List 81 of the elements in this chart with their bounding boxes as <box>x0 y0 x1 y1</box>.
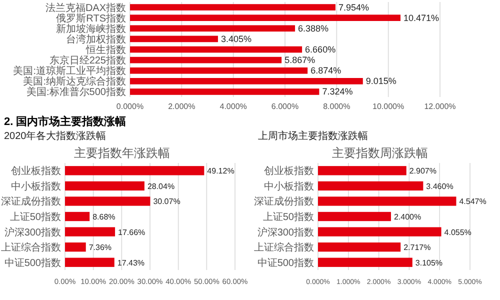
bar <box>130 78 363 84</box>
bar <box>65 258 114 267</box>
y-tick-label: 上证50指数 <box>262 211 314 223</box>
data-label: 5.867% <box>284 55 316 66</box>
data-label: 7.36% <box>88 243 112 252</box>
data-label: 6.388% <box>298 23 329 34</box>
y-tick-label: 恒生指数 <box>85 44 126 56</box>
data-label: 30.07% <box>153 197 180 206</box>
data-label: 6.660% <box>305 44 336 54</box>
x-tick-label: 12.000% <box>424 102 456 111</box>
chart-title: 主要指数周涨跌幅 <box>332 146 428 160</box>
bar <box>130 46 302 53</box>
y-tick-label: 美国:道琼斯工业平均指数 <box>13 65 126 78</box>
bar <box>130 4 336 10</box>
data-label: 2.907% <box>409 166 437 176</box>
text: 2. 国内市场主要指数涨幅 <box>4 115 126 128</box>
data-label: 7.324% <box>322 86 353 97</box>
data-label: 7.954% <box>338 2 370 12</box>
data-label: 49.12% <box>207 166 234 176</box>
data-label: 6.874% <box>310 66 342 76</box>
y-tick-label: 俄罗斯RTS指数 <box>56 12 126 24</box>
y-tick-label: 深证成份指数 <box>1 196 61 208</box>
data-label: 3.405% <box>220 34 252 44</box>
bar <box>65 196 150 206</box>
x-tick-label: 10.000% <box>372 102 404 111</box>
y-tick-label: 创业板指数 <box>11 165 61 178</box>
x-tick-label: 2.000% <box>168 102 196 111</box>
y-tick-label: 美国:标准普尔500指数 <box>26 86 126 98</box>
data-label: 4.055% <box>444 228 472 237</box>
bar <box>65 212 90 222</box>
y-tick-label: 深证成份指数 <box>254 196 314 208</box>
y-tick-label: 上证综合指数 <box>1 242 61 254</box>
y-tick-label: 上证50指数 <box>10 211 61 223</box>
bar <box>318 196 456 206</box>
bar <box>65 181 144 191</box>
data-label: 3.105% <box>415 258 443 268</box>
y-tick-label: 法兰克福DAX指数 <box>45 2 126 14</box>
y-tick-label: 沪深300指数 <box>257 226 314 238</box>
y-tick-label: 中小板指数 <box>11 180 61 192</box>
data-label: 28.04% <box>147 182 175 191</box>
x-tick-label: 0.000% <box>116 102 144 111</box>
data-label: 2.400% <box>394 212 422 222</box>
data-label: 17.43% <box>117 258 145 268</box>
y-tick-label: 美国:纳斯达克综合指数 <box>23 76 126 88</box>
bar <box>130 36 218 42</box>
data-label: 17.66% <box>118 228 146 237</box>
y-tick-label: 中证500指数 <box>4 256 61 269</box>
y-tick-label: 中小板指数 <box>264 180 314 192</box>
chart-subtitle: 上周市场主要指数涨跌幅 <box>258 130 368 142</box>
bar <box>130 67 308 74</box>
data-label: 3.460% <box>426 182 454 191</box>
bar <box>318 258 412 267</box>
bar <box>130 88 320 95</box>
bar <box>65 166 204 176</box>
y-tick-label: 沪深300指数 <box>4 226 61 238</box>
bar <box>65 227 116 236</box>
y-tick-label: 新加坡海峡指数 <box>56 22 126 35</box>
data-label: 4.547% <box>459 197 486 206</box>
bar <box>65 242 86 252</box>
y-tick-label: 台湾加权指数 <box>66 33 126 46</box>
y-tick-label: 创业板指数 <box>264 165 314 178</box>
y-tick-label: 东京日经225指数 <box>49 54 126 67</box>
bar <box>130 56 282 64</box>
x-tick-label: 8.000% <box>323 102 350 111</box>
bar <box>318 227 442 236</box>
data-label: 10.471% <box>404 12 440 23</box>
x-tick-label: 6.000% <box>271 102 299 111</box>
x-tick-label: 4.000% <box>220 102 247 111</box>
bar <box>130 14 400 21</box>
data-label: 9.015% <box>366 76 396 86</box>
y-tick-label: 中证500指数 <box>257 256 314 269</box>
bar <box>318 166 406 176</box>
bar <box>130 25 296 32</box>
bar <box>318 181 424 191</box>
data-label: 2.717% <box>404 243 431 252</box>
bar <box>318 242 401 252</box>
chart-subtitle: 2020年各大指数涨跌幅 <box>4 130 106 142</box>
y-tick-label: 上证综合指数 <box>254 242 314 254</box>
data-label: 8.68% <box>92 212 116 222</box>
bar <box>318 212 391 222</box>
chart-title: 主要指数年涨跌幅 <box>74 146 170 160</box>
